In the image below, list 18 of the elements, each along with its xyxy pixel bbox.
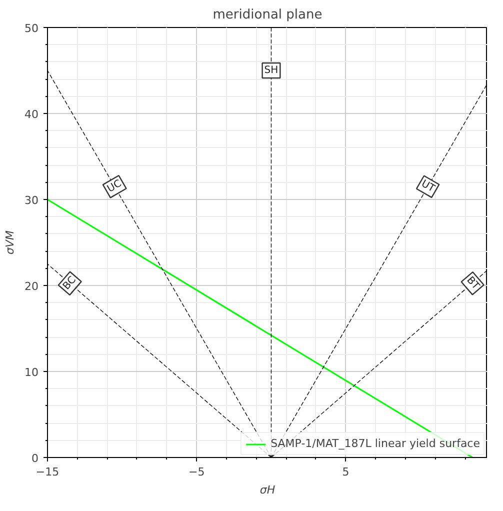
annotation: SH — [264, 65, 278, 76]
annotation: UT — [419, 178, 438, 196]
y-tick-label: 30 — [24, 194, 39, 207]
x-tick-label: −5 — [188, 466, 205, 478]
y-axis-title: σVM — [4, 230, 17, 254]
x-axis-title: σH — [260, 484, 276, 496]
chart-title: meridional plane — [212, 8, 322, 22]
annotation: BT — [464, 274, 482, 293]
y-tick-label: 40 — [24, 108, 39, 121]
y-tick-label: 20 — [24, 280, 39, 293]
y-tick-label: 10 — [24, 366, 39, 379]
legend-label: SAMP-1/MAT_187L linear yield surface — [270, 437, 480, 450]
annotation: BC — [61, 274, 79, 292]
annotation: UC — [106, 178, 124, 195]
y-tick-label: 50 — [24, 22, 39, 35]
x-tick-label: −15 — [36, 466, 60, 478]
y-tick-label: 0 — [32, 452, 38, 465]
x-tick-label: 5 — [342, 466, 350, 478]
